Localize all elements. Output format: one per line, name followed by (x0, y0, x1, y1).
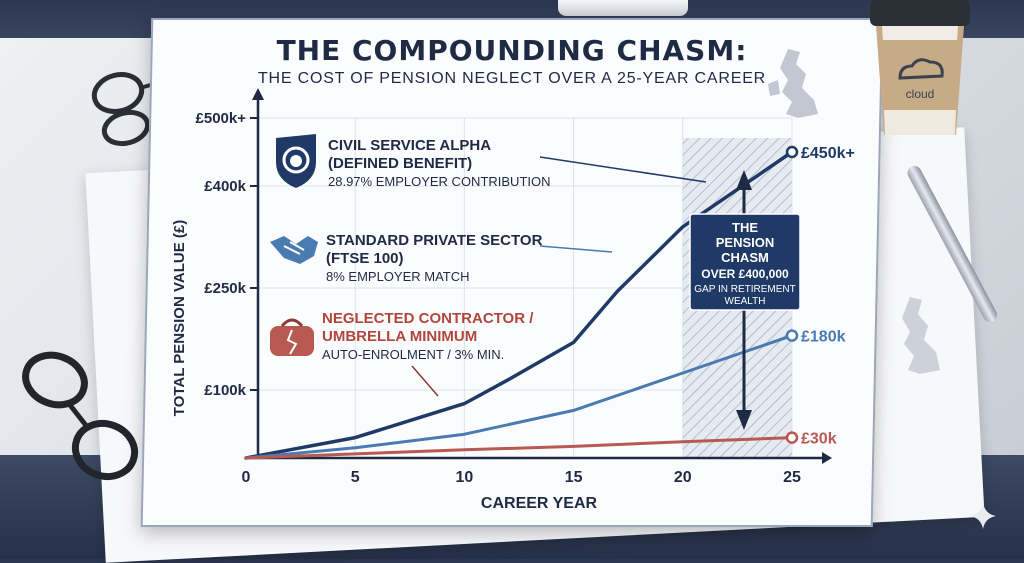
series-end-marker-civil (785, 145, 799, 159)
series-line-private (244, 334, 794, 460)
chasm-callout-box (689, 213, 801, 311)
callout-line1: THE (732, 220, 758, 235)
series-end-marker-private (785, 329, 799, 342)
chart-title: THE COMPOUNDING CHASM: (276, 34, 748, 67)
pen-cap (558, 0, 688, 16)
legend-private-line2: (FTSE 100) (326, 250, 404, 267)
y-tick-label: £250k (204, 280, 246, 297)
legend-civil-line1: CIVIL SERVICE ALPHA (328, 137, 491, 154)
glasses-bottom-left (22, 351, 139, 480)
series-end-marker-contractor (785, 431, 799, 444)
handshake-icon (270, 236, 318, 264)
y-axis-title: TOTAL PENSION VALUE (£) (171, 220, 188, 416)
y-tick-label: £100k (204, 382, 246, 399)
coffee-cup: cloud (870, 0, 970, 135)
y-axis-arrow-icon (252, 88, 264, 100)
x-tick-label: 15 (565, 469, 583, 486)
callout-line5: GAP IN RETIREMENT (694, 284, 796, 295)
series-end-label-private: £180k (801, 329, 846, 346)
uk-map-dotted-icon (902, 297, 940, 374)
callout-line4: OVER £400,000 (701, 267, 789, 281)
x-tick-label: 25 (783, 469, 801, 486)
series-line-contractor (244, 436, 794, 460)
legend-private-leader (539, 245, 613, 253)
legend-contractor-leader (411, 365, 439, 397)
legend-civil-leader (539, 156, 707, 183)
x-tick-label: 0 (242, 469, 251, 486)
callout-line3: CHASM (721, 250, 769, 265)
chart-subtitle: THE COST OF PENSION NEGLECT OVER A 25-YE… (257, 70, 767, 87)
x-tick-label: 10 (456, 469, 474, 486)
sparkle-icon (970, 503, 996, 529)
legend-private-detail: 8% EMPLOYER MATCH (326, 269, 470, 284)
lion-crest-icon (276, 134, 316, 188)
legend-contractor-line1: NEGLECTED CONTRACTOR / (322, 310, 534, 327)
chasm-arrow-down-icon (736, 410, 752, 430)
legend-contractor-detail: AUTO-ENROLMENT / 3% MIN. (322, 347, 504, 362)
series-end-label-civil: £450k+ (801, 145, 855, 162)
y-tick-label: £500k+ (196, 110, 247, 127)
uk-map-icon (768, 49, 818, 118)
broken-purse-icon (270, 318, 314, 356)
legend-civil-line2: (DEFINED BENEFIT) (328, 155, 472, 172)
cup-label: cloud (906, 87, 935, 101)
y-tick-label: £400k (204, 178, 246, 195)
x-tick-label: 20 (674, 469, 692, 486)
chasm-arrow-up-icon (736, 170, 752, 190)
series-line-civil (244, 150, 794, 460)
legend-private-line1: STANDARD PRIVATE SECTOR (326, 232, 543, 249)
x-tick-label: 5 (351, 469, 360, 486)
x-axis-arrow-icon (822, 452, 832, 464)
callout-line2: PENSION (716, 235, 775, 250)
x-axis-title: CAREER YEAR (481, 495, 598, 512)
callout-line6: WEALTH (725, 296, 766, 307)
series-end-label-contractor: £30k (801, 431, 837, 448)
legend-contractor-line2: UMBRELLA MINIMUM (322, 328, 477, 345)
legend-civil-detail: 28.97% EMPLOYER CONTRIBUTION (328, 174, 551, 189)
